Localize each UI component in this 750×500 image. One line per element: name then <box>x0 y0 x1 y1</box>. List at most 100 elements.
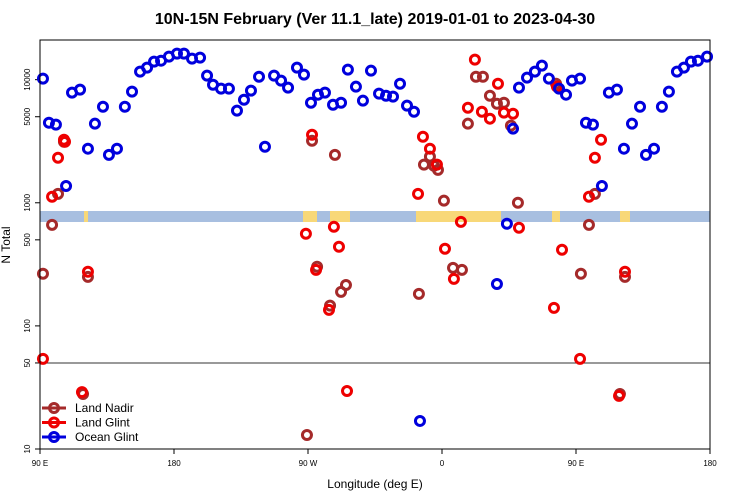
y-axis-label: N Total <box>0 226 13 263</box>
point <box>96 100 109 113</box>
point <box>618 270 631 283</box>
point <box>648 142 661 155</box>
point <box>81 265 94 278</box>
point <box>574 352 587 365</box>
point <box>306 134 319 147</box>
point <box>318 86 331 99</box>
point <box>102 148 115 161</box>
point <box>74 83 87 96</box>
point <box>244 84 257 97</box>
point <box>297 68 310 81</box>
plot-frame <box>39 39 711 450</box>
point <box>170 47 183 60</box>
point <box>306 128 319 141</box>
point <box>595 133 608 146</box>
point <box>512 81 525 94</box>
point <box>75 386 88 399</box>
point <box>423 142 436 155</box>
point <box>332 240 345 253</box>
point <box>461 101 474 114</box>
point <box>275 74 288 87</box>
x-axis-label: Longitude (deg E) <box>327 477 422 491</box>
point <box>613 389 626 402</box>
point <box>394 77 407 90</box>
land-patch <box>620 211 630 222</box>
point <box>535 59 548 72</box>
point <box>490 97 503 110</box>
point <box>126 85 139 98</box>
point <box>341 384 354 397</box>
point <box>655 100 668 113</box>
point <box>36 72 49 85</box>
point <box>691 54 704 67</box>
point <box>430 158 443 171</box>
x-tick-label: 180 <box>703 459 717 468</box>
point <box>582 218 595 231</box>
point <box>553 82 566 95</box>
point <box>468 53 481 66</box>
point <box>341 63 354 76</box>
point <box>46 190 59 203</box>
point <box>469 70 482 83</box>
point <box>141 61 154 74</box>
point <box>304 96 317 109</box>
point <box>335 96 348 109</box>
point <box>339 278 352 291</box>
legend-label: Ocean Glint <box>75 430 139 444</box>
point <box>610 83 623 96</box>
point <box>364 64 377 77</box>
point <box>454 215 467 228</box>
x-tick-label: 90 E <box>32 459 48 468</box>
point <box>617 142 630 155</box>
point <box>412 187 425 200</box>
legend-label: Land Glint <box>75 416 130 430</box>
point <box>560 88 573 101</box>
point <box>574 267 587 280</box>
point <box>579 116 592 129</box>
point <box>588 151 601 164</box>
point <box>497 96 510 109</box>
y-tick-label: 5000 <box>23 107 32 125</box>
point <box>528 65 541 78</box>
point <box>455 263 468 276</box>
point <box>639 148 652 161</box>
legend-label: Land Nadir <box>75 401 134 415</box>
point <box>356 94 369 107</box>
y-tick-label: 100 <box>23 319 32 333</box>
point <box>476 70 489 83</box>
point <box>42 116 55 129</box>
point <box>59 135 72 148</box>
land-patch <box>330 211 350 222</box>
point <box>88 117 101 130</box>
y-tick-label: 50 <box>23 358 32 367</box>
legend-marker <box>48 402 60 414</box>
point <box>258 140 271 153</box>
point <box>521 71 534 84</box>
point <box>634 100 647 113</box>
point <box>574 72 587 85</box>
point <box>483 89 496 102</box>
legend-marker <box>48 416 60 429</box>
y-tick-label: 1000 <box>23 193 32 211</box>
point <box>618 265 631 278</box>
point <box>253 70 266 83</box>
point <box>81 270 94 283</box>
x-tick-label: 90 W <box>299 459 318 468</box>
point <box>437 194 450 207</box>
point <box>46 218 59 231</box>
point <box>349 80 362 93</box>
point <box>511 196 524 209</box>
point <box>483 112 496 125</box>
point <box>677 61 690 74</box>
point <box>49 118 62 131</box>
point <box>491 77 504 90</box>
surface-strip <box>40 211 710 222</box>
point <box>490 277 503 290</box>
point <box>586 118 599 131</box>
point <box>447 272 460 285</box>
point <box>380 89 393 102</box>
point <box>497 106 510 119</box>
point <box>300 428 313 441</box>
point <box>299 227 312 240</box>
point <box>322 303 335 316</box>
